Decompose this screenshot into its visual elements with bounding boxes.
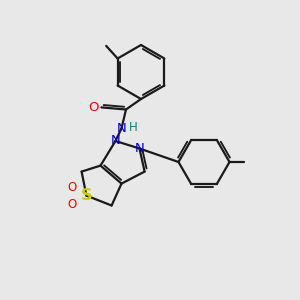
Text: O: O xyxy=(68,181,76,194)
Text: O: O xyxy=(68,197,76,211)
Text: S: S xyxy=(81,188,92,203)
Text: N: N xyxy=(111,134,120,148)
Text: N: N xyxy=(117,122,126,135)
Text: H: H xyxy=(129,121,138,134)
Text: O: O xyxy=(88,101,98,114)
Text: N: N xyxy=(135,142,144,155)
